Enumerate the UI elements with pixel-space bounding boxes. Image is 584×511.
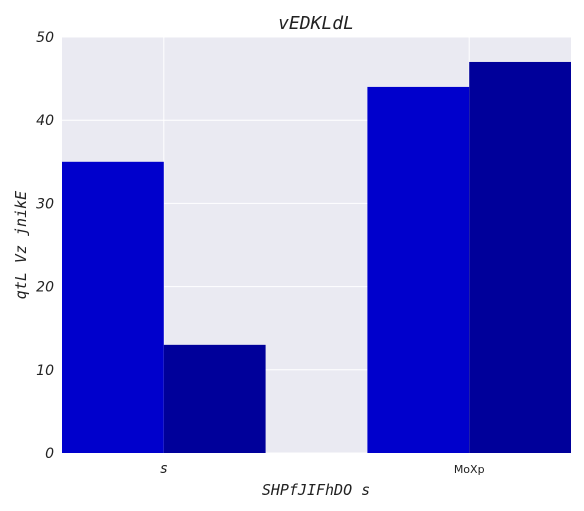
bar-MoXp-series-1 [367,86,470,454]
y-tick-labels: 0 10 20 30 40 50 [36,30,54,462]
x-axis-label: SHPfJIFhDO s [262,481,370,499]
bar-MoXp-series-2 [469,61,571,454]
x-tick-labels: s MoXp [160,461,485,477]
x-tick-label: MoXp [454,463,485,476]
y-axis-label: qtL Vz jnikE [12,191,30,299]
bar-s-series-1 [62,161,164,454]
bars-group [62,61,571,454]
chart-title: vEDKLdL [278,13,354,34]
y-tick-label: 0 [45,446,54,462]
y-tick-label: 20 [36,280,54,296]
y-tick-label: 10 [36,363,54,379]
y-tick-label: 50 [36,30,54,46]
y-tick-label: 30 [36,196,54,212]
y-tick-label: 40 [36,113,54,129]
bar-s-series-2 [163,344,266,453]
x-tick-label: s [160,461,168,477]
